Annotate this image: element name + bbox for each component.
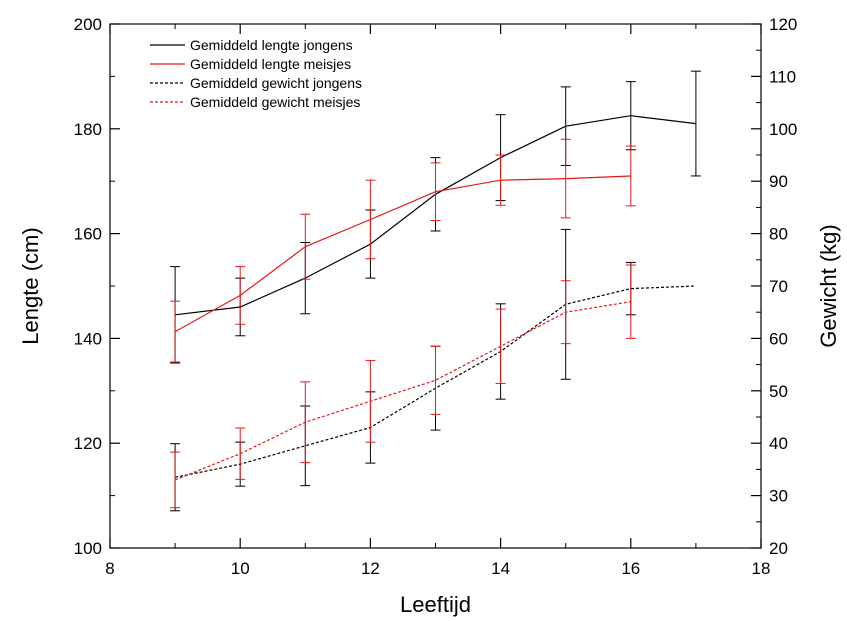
error-bar <box>365 359 376 443</box>
x-tick-label: 8 <box>105 559 114 578</box>
y2-tick-label: 50 <box>769 382 788 401</box>
y2-tick-label: 90 <box>769 172 788 191</box>
error-bar <box>560 280 571 345</box>
error-bar <box>625 145 636 207</box>
x-axis-title: Leeftijd <box>400 592 471 617</box>
error-bar <box>560 138 571 219</box>
y2-tick-label: 120 <box>769 15 797 34</box>
y2-tick-label: 70 <box>769 277 788 296</box>
error-bar <box>300 381 311 464</box>
error-bar <box>495 154 506 206</box>
legend-label: Gemiddeld gewicht jongens <box>190 75 362 91</box>
y2-tick-label: 40 <box>769 434 788 453</box>
series-line <box>174 301 631 481</box>
legend: Gemiddeld lengte jongens Gemiddeld lengte… <box>150 37 362 110</box>
y2-tick-label: 60 <box>769 329 788 348</box>
error-bar <box>235 266 246 325</box>
x-tick-label: 10 <box>231 559 250 578</box>
x-tick-label: 14 <box>491 559 510 578</box>
y2-tick-label: 80 <box>769 225 788 244</box>
y2-tick-label: 110 <box>769 67 796 86</box>
series-line <box>174 175 631 333</box>
y2-tick-label: 30 <box>769 487 788 506</box>
error-bar <box>235 427 246 480</box>
error-bar <box>365 179 376 260</box>
y-tick-label: 160 <box>74 225 102 244</box>
y-tick-label: 100 <box>74 539 102 558</box>
x-tick-label: 12 <box>361 559 380 578</box>
error-bar <box>430 162 441 221</box>
legend-label: Gemiddeld gewicht meisjes <box>190 94 360 110</box>
error-bar <box>300 213 311 280</box>
y2-tick-label: 100 <box>769 120 797 139</box>
y-tick-label: 180 <box>74 120 102 139</box>
error-bar <box>170 451 181 509</box>
error-bar <box>170 300 181 363</box>
error-bar <box>495 308 506 384</box>
ticks-layer: 8 10 12 14 16 18 100 120 140 160 180 200 20 30 40 50 60 7… <box>74 15 798 578</box>
y-tick-label: 200 <box>74 15 102 34</box>
y-axis-title: Lengte (cm) <box>18 227 43 344</box>
y-tick-label: 140 <box>74 329 102 348</box>
x-tick-label: 18 <box>752 559 771 578</box>
series-3 <box>170 228 696 512</box>
series-4 <box>170 264 636 509</box>
x-tick-label: 16 <box>621 559 640 578</box>
error-bar <box>690 70 701 177</box>
series-layer <box>170 70 701 512</box>
error-bar <box>625 264 636 339</box>
y-tick-label: 120 <box>74 434 102 453</box>
y2-axis-title: Gewicht (kg) <box>816 224 841 347</box>
legend-label: Gemiddeld lengte meisjes <box>190 56 351 72</box>
error-bar <box>430 345 441 415</box>
y2-tick-label: 20 <box>769 539 788 558</box>
legend-label: Gemiddeld lengte jongens <box>190 37 353 53</box>
series-2 <box>170 138 636 363</box>
